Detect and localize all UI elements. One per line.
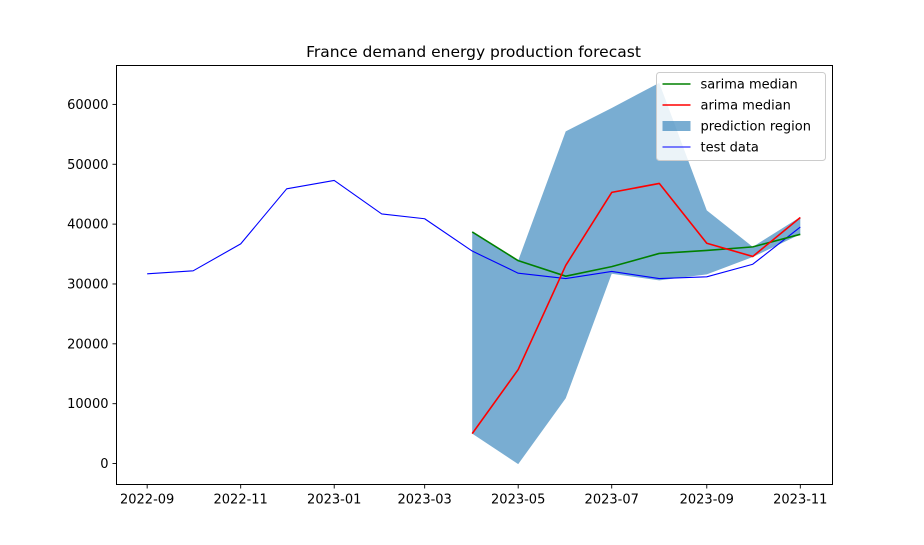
y-tick-label: 10000 xyxy=(67,397,108,412)
legend-label: test data xyxy=(701,141,759,156)
chart-title: France demand energy production forecast xyxy=(306,43,641,61)
x-tick-label: 2023-09 xyxy=(680,493,734,508)
prediction-region-band xyxy=(472,82,801,465)
legend: sarima median arima median prediction regi… xyxy=(656,72,826,161)
x-tick-label: 2022-11 xyxy=(214,493,268,508)
y-tick-label: 40000 xyxy=(67,218,108,233)
x-tick-label: 2022-09 xyxy=(120,493,174,508)
series-line-arima-median xyxy=(471,182,801,435)
axes: 2022-09 2022-11 2023-01 2023-03 2023-05 2023-… xyxy=(67,98,827,508)
prediction-region-layer xyxy=(472,82,801,465)
y-tick-label: 30000 xyxy=(67,277,108,292)
y-tick-label: 20000 xyxy=(67,337,108,352)
legend-box xyxy=(656,72,826,161)
series-layer xyxy=(147,179,801,435)
series-line-test-data xyxy=(147,179,801,280)
x-tick-label: 2023-07 xyxy=(585,493,639,508)
legend-label: prediction region xyxy=(701,120,811,135)
legend-swatch-prediction-region xyxy=(662,121,691,131)
series-line-sarima-median xyxy=(471,231,801,277)
x-tick-label: 2023-11 xyxy=(773,493,827,508)
y-tick-label: 0 xyxy=(100,457,108,472)
x-tick-label: 2023-01 xyxy=(307,493,361,508)
y-tick-label: 60000 xyxy=(67,98,108,113)
plot-frame xyxy=(116,65,833,485)
x-tick-label: 2023-03 xyxy=(398,493,452,508)
legend-label: arima median xyxy=(701,99,791,114)
x-tick-label: 2023-05 xyxy=(491,493,545,508)
y-tick-label: 50000 xyxy=(67,158,108,173)
legend-label: sarima median xyxy=(701,78,798,93)
